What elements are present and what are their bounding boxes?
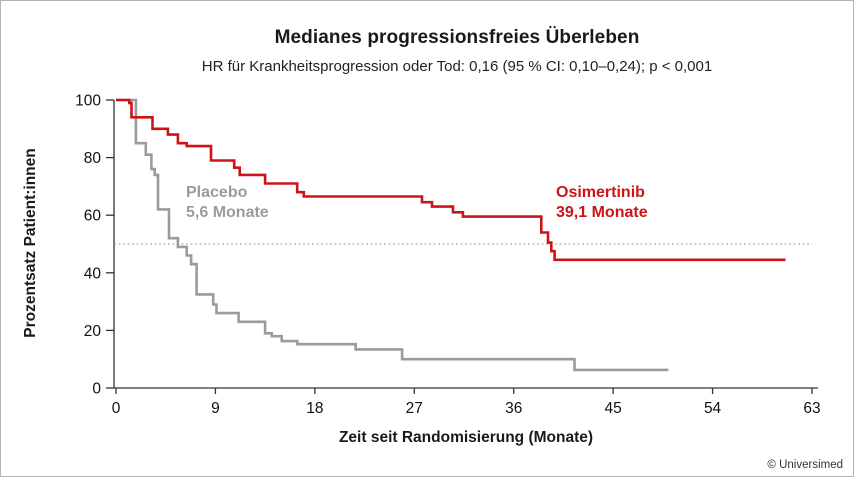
x-tick-label: 18 bbox=[306, 400, 323, 417]
x-tick-label: 0 bbox=[112, 400, 121, 417]
chart-subtitle: HR für Krankheitsprogression oder Tod: 0… bbox=[201, 58, 713, 75]
placebo-name: Placebo bbox=[186, 184, 248, 201]
osimertinib-median-value: 39,1 Monate bbox=[556, 204, 648, 221]
osimertinib-series-label: Osimertinib 39,1 Monate bbox=[556, 183, 648, 223]
x-tick-label: 9 bbox=[211, 400, 220, 417]
y-tick-label: 20 bbox=[84, 323, 102, 340]
osimertinib-name: Osimertinib bbox=[556, 184, 645, 201]
x-tick-label: 63 bbox=[803, 400, 820, 417]
y-tick-label: 80 bbox=[84, 150, 102, 167]
placebo-median-value: 5,6 Monate bbox=[186, 204, 269, 221]
y-tick-label: 40 bbox=[84, 265, 102, 282]
placebo-curve bbox=[116, 98, 669, 372]
x-tick-label: 45 bbox=[605, 400, 622, 417]
osimertinib-curve bbox=[116, 98, 786, 262]
y-tick-label: 60 bbox=[84, 208, 102, 225]
y-tick-label: 100 bbox=[75, 93, 101, 110]
placebo-series-label: Placebo 5,6 Monate bbox=[186, 183, 269, 223]
x-axis-label: Zeit seit Randomisierung (Monate) bbox=[338, 429, 594, 446]
copyright-notice: © Universimed bbox=[767, 459, 843, 471]
x-tick-label: 54 bbox=[704, 400, 722, 417]
x-tick-label: 27 bbox=[406, 400, 423, 417]
chart-title: Medianes progressionsfreies Überleben bbox=[274, 27, 640, 48]
y-tick-label: 0 bbox=[92, 381, 101, 398]
x-tick-label: 36 bbox=[505, 400, 522, 417]
